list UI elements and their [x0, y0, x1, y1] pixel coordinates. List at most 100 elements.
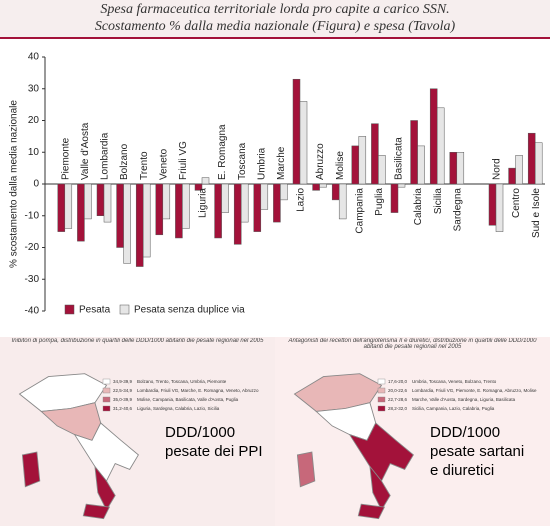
legend-swatch — [377, 396, 386, 403]
legend-regions: Sicilia, Campania, Lazio, Calabria, Pugl… — [412, 406, 495, 411]
bar — [534, 142, 543, 185]
legend-range: 31,2-40,6 — [113, 406, 133, 411]
bar — [221, 183, 229, 213]
bar — [77, 183, 85, 242]
bar — [142, 183, 151, 258]
bar — [495, 183, 504, 232]
map-caption: pesate dei PPI — [165, 443, 263, 460]
map-panel — [0, 337, 275, 526]
legend-regions: Liguria, Sardegna, Calabria, Lazio, Sici… — [137, 406, 220, 411]
bar — [299, 101, 308, 185]
map-region — [369, 465, 391, 511]
bar — [338, 183, 347, 220]
bar — [155, 183, 164, 236]
x-tick-label: Calabria — [413, 188, 424, 226]
bar — [96, 183, 105, 216]
legend-regions: Molise, Campania, Basilicata, Valle d'Ao… — [137, 397, 239, 402]
x-tick-label: Valle d'Aosta — [80, 122, 91, 180]
map-panel — [275, 337, 550, 526]
bar — [378, 155, 386, 185]
bar — [371, 123, 379, 185]
legend-label: Pesata — [79, 305, 111, 316]
map-region — [21, 451, 41, 488]
bar — [162, 183, 171, 220]
y-tick-label: -40 — [25, 306, 40, 317]
legend-swatch — [102, 405, 111, 412]
bar — [351, 145, 360, 185]
x-tick-label: Trento — [139, 151, 150, 180]
bar — [201, 177, 210, 185]
x-tick-label: Sud e Isole — [531, 188, 542, 238]
bar — [194, 183, 203, 191]
x-tick-label: Lazio — [296, 188, 307, 212]
chart-title: Spesa farmaceutica territoriale lorda pr… — [100, 2, 449, 17]
map-region — [357, 503, 386, 520]
y-axis-label: % scostamento dalla media nazionale — [9, 100, 20, 268]
bar — [57, 183, 66, 232]
bar — [358, 136, 367, 185]
bar — [429, 88, 438, 185]
x-tick-label: Puglia — [374, 188, 385, 216]
legend-range: 34,9-39,9 — [113, 379, 133, 384]
legend-swatch — [102, 387, 111, 394]
y-tick-label: 10 — [28, 147, 40, 158]
bar — [240, 183, 249, 223]
bar — [527, 132, 536, 185]
title-band — [0, 0, 550, 37]
bar — [508, 167, 516, 185]
x-tick-label: Veneto — [158, 148, 169, 180]
legend-range: 20,0-22,6 — [388, 388, 408, 393]
bar — [84, 183, 92, 220]
legend-label: Pesata senza duplice via — [134, 305, 245, 316]
bar — [331, 183, 340, 201]
y-tick-label: -30 — [25, 274, 40, 285]
bar — [390, 183, 399, 213]
italy-map — [293, 373, 414, 520]
bar — [436, 107, 445, 185]
map-caption: pesate sartani — [430, 443, 524, 460]
bar — [397, 183, 406, 188]
map-header: Antagonisti dei recettori dell'angiotens… — [288, 338, 537, 350]
map-header-box: Inibitori di pompa, distribuzione in qua… — [11, 338, 264, 344]
bar — [312, 183, 320, 191]
legend-range: 22,5-34,9 — [113, 388, 133, 393]
map-region — [94, 465, 116, 511]
x-tick-label: Liguria — [198, 188, 209, 218]
maps: Inibitori di pompa, distribuzione in qua… — [0, 337, 550, 526]
legend-regions: Lombardia, Friuli VG, Piemonte, E. Romag… — [412, 388, 537, 393]
x-tick-label: Molise — [335, 151, 346, 180]
map-region — [296, 451, 316, 488]
y-tick-label: 40 — [28, 52, 40, 63]
legend-swatch — [102, 378, 111, 385]
x-tick-label: Basilicata — [394, 137, 405, 180]
map-caption: e diuretici — [430, 462, 494, 479]
x-tick-label: Sardegna — [452, 188, 463, 232]
y-tick-label: 0 — [33, 179, 39, 190]
legend-regions: Bolzano, Trento, Toscana, Umbria, Piemon… — [137, 379, 227, 384]
x-tick-label: Bolzano — [119, 143, 130, 180]
map-caption: DDD/1000 — [165, 424, 235, 441]
bar — [135, 183, 144, 267]
y-tick-label: -10 — [25, 210, 40, 221]
x-tick-label: Umbria — [256, 147, 267, 180]
italy-map — [18, 373, 139, 520]
legend-swatch — [102, 396, 111, 403]
legend-regions: Marche, Valle d'Aosta, Sardegna, Liguria… — [412, 397, 516, 402]
legend-swatch — [64, 304, 75, 315]
bar — [273, 183, 281, 223]
map-header: Inibitori di pompa, distribuzione in qua… — [11, 338, 264, 344]
bar — [456, 152, 465, 185]
bar — [233, 183, 242, 245]
legend-regions: Lombardia, Friuli VG, Marche, E. Romagna… — [137, 388, 259, 393]
legend-range: 17,6-20,0 — [388, 379, 408, 384]
bar — [253, 183, 262, 232]
x-tick-label: Piemonte — [60, 137, 71, 180]
x-tick-label: Centro — [511, 188, 522, 218]
y-tick-label: 30 — [28, 83, 40, 94]
bar — [410, 120, 418, 185]
x-tick-label: Marche — [276, 146, 287, 180]
bar — [280, 183, 288, 201]
x-tick-label: Sicilia — [433, 188, 444, 215]
bar — [515, 155, 523, 185]
